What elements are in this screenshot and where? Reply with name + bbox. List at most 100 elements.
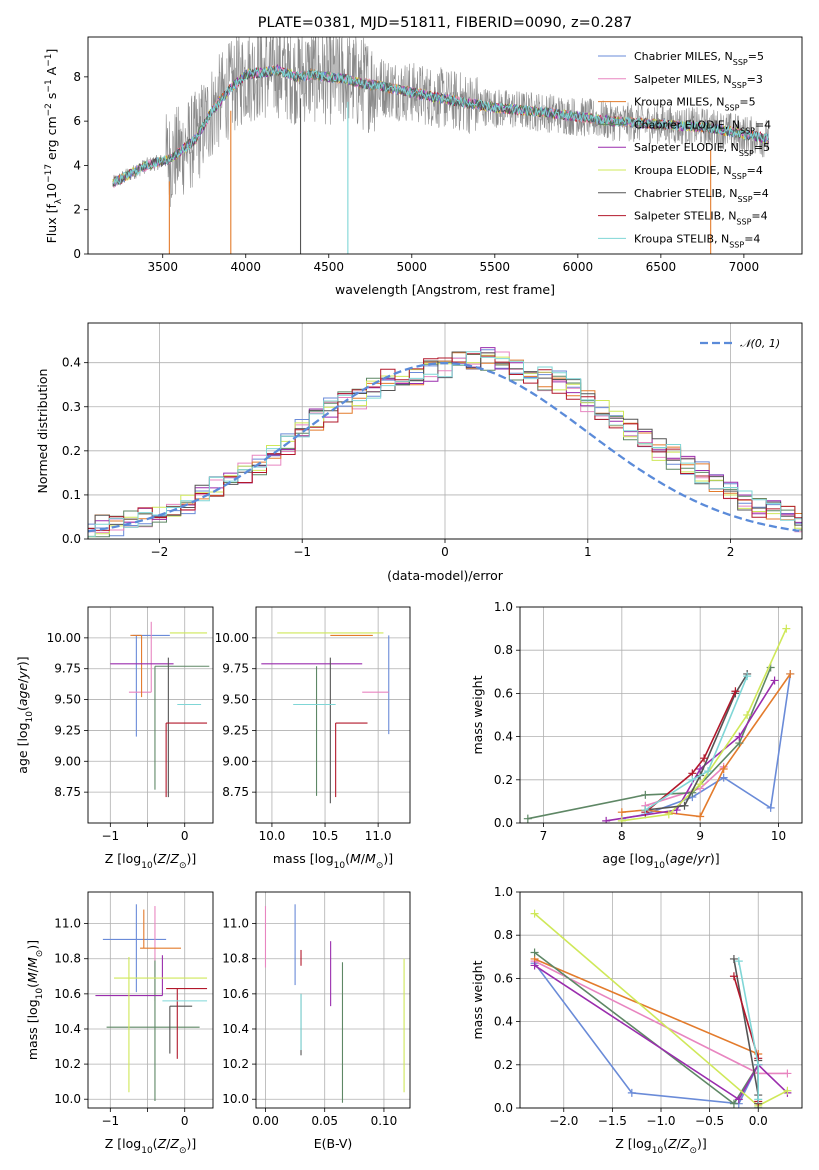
errorbar-model-7 (335, 722, 368, 798)
weight-marker (530, 961, 539, 970)
y-tick-label: 10.0 (54, 1092, 81, 1106)
x-axis-label: (data-model)/error (387, 568, 504, 583)
y-tick-label: 0.0 (494, 1101, 513, 1115)
x-tick-label: 7 (540, 829, 548, 843)
axes-border (87, 36, 803, 255)
legend-label: Chabrier MILES, N (634, 50, 733, 63)
x-axis-label-part: / (361, 851, 366, 866)
plot-area (264, 904, 405, 1103)
legend-label: Chabrier STELIB, N (634, 187, 738, 200)
x-axis-label-part: ⊙ (376, 861, 384, 871)
y-axis-label-part: ] (44, 49, 59, 54)
x-tick-label: −1 (293, 545, 311, 559)
legend-tail: =4 (744, 232, 760, 245)
legend-sub: SSP (729, 240, 744, 249)
weight-line (644, 690, 737, 813)
y-tick-label: 0.2 (62, 444, 81, 458)
x-tick-label: 10.5 (312, 829, 339, 843)
weight-marker (696, 812, 705, 821)
x-tick-label: 0.10 (371, 1114, 398, 1128)
plots-layer: 3500 4000 4500 5000 5500 6000 6500 700002468wav… (15, 36, 803, 1156)
x-tick-label: −2 (151, 545, 169, 559)
legend-entry: Salpeter MILES, NSSP=3 (634, 73, 763, 90)
x-tick-label: 0.00 (252, 1114, 279, 1128)
x-tick-label: 9 (696, 829, 704, 843)
x-axis-label-part: M (365, 851, 376, 866)
axes-residuals: −2 −1 0 1 2 0.0 0.1 0.2 0.3 0.4 𝒩(0, 1) (data-model… (35, 322, 803, 583)
legend-label: Salpeter MILES, N (634, 73, 732, 86)
axes-frame: −2 −1 0 1 2 0.0 0.1 0.2 0.3 0.4 𝒩(0, 1) (data-model… (35, 322, 803, 583)
axes-frame: 0.00 0.05 0.10 10.0 10.2 10.4 10.6 10.8 11.0 E(B-… (222, 891, 411, 1151)
weight-marker (743, 672, 752, 681)
y-tick-label: 10.8 (54, 952, 81, 966)
y-tick-label: 0.0 (62, 532, 81, 546)
weight-marker (783, 1086, 792, 1095)
y-axis-label-part: / (15, 678, 30, 683)
plot-area (530, 909, 792, 1108)
x-axis-label-part: 10 (652, 1146, 664, 1156)
x-tick-label: 10.0 (259, 829, 286, 843)
axes-mass-weight-vs-Z: −2.0 −1.5 −1.0 −0.5 0.0 0.0 0.2 0.4 0.6 0.8 1.0 Z [… (470, 885, 803, 1156)
y-axis-label: mass [log10(M/M⊙)] (25, 940, 45, 1060)
x-axis-label-part: / (677, 1136, 682, 1151)
x-axis-label-part: ( (153, 851, 158, 866)
legend-label: Salpeter ELODIE, N (634, 141, 739, 154)
legend-entry: Chabrier ELODIE, NSSP=4 (634, 118, 771, 135)
axes-border (255, 891, 411, 1109)
axes-border (255, 606, 411, 824)
legend-sub: SSP (738, 194, 753, 203)
y-tick-label: 10.6 (54, 987, 81, 1001)
y-axis-label-part: Flux [f (44, 204, 59, 244)
legend-entry: Chabrier STELIB, NSSP=4 (634, 187, 769, 204)
x-axis-label-part: )] (383, 851, 393, 866)
x-tick-label: 0 (181, 1114, 189, 1128)
weight-marker (641, 790, 650, 799)
axes-border (519, 606, 803, 824)
legend-tail: =4 (755, 118, 771, 131)
x-tick-label: 1 (584, 545, 592, 559)
x-axis-label-part: )] (710, 851, 720, 866)
y-axis-label-part: 10 (35, 988, 45, 1000)
y-tick-label: 9.50 (222, 693, 249, 707)
weight-marker (754, 1095, 763, 1104)
errorbar-model-2 (140, 909, 182, 949)
weight-marker (770, 676, 779, 685)
x-axis-label-part: Z (169, 851, 179, 866)
y-tick-label: 2 (73, 203, 81, 217)
y-tick-label: 1.0 (494, 600, 513, 614)
legend-tail: =5 (748, 50, 764, 63)
x-tick-label: −0.5 (695, 1114, 724, 1128)
y-tick-label: 0.8 (494, 643, 513, 657)
weight-marker (530, 948, 539, 957)
x-axis-label-part: age (670, 851, 694, 866)
legend-tail: =4 (747, 164, 763, 177)
legend-entry: 𝒩(0, 1) (740, 337, 780, 350)
y-axis-label-part: M (25, 972, 40, 983)
y-tick-label: 8.75 (222, 785, 249, 799)
y-tick-label: 10.0 (222, 1092, 249, 1106)
y-axis-label-part: −1 (44, 79, 54, 92)
y-tick-label: 11.0 (222, 917, 249, 931)
normal-reference-curve (88, 361, 800, 533)
weight-marker (696, 780, 705, 789)
y-tick-label: 9.25 (54, 723, 81, 737)
y-axis-label-part: ( (15, 706, 30, 711)
errorbar-model-2 (130, 634, 143, 698)
weight-series-model-4 (602, 676, 779, 823)
x-axis-label-part: ( (345, 851, 350, 866)
weight-marker (729, 1099, 738, 1108)
y-tick-label: 0.1 (62, 488, 81, 502)
x-axis-label: Z [log10(Z/Z⊙)] (105, 1136, 197, 1156)
x-axis-label-part: 10 (141, 1146, 153, 1156)
plot-area (88, 347, 802, 538)
y-axis-label-part: mass [log (25, 999, 40, 1060)
x-axis-label-part: 10 (141, 861, 153, 871)
figure-title: PLATE=0381, MJD=51811, FIBERID=0090, z=0… (258, 15, 632, 31)
y-axis-label-part: M (25, 957, 40, 968)
y-tick-label: 10.8 (222, 952, 249, 966)
legend-tail: =5 (739, 96, 755, 109)
y-axis-label-part: mass weight (470, 960, 485, 1039)
x-axis-label-part: ⊙ (179, 1146, 187, 1156)
x-tick-label: 0 (181, 829, 189, 843)
